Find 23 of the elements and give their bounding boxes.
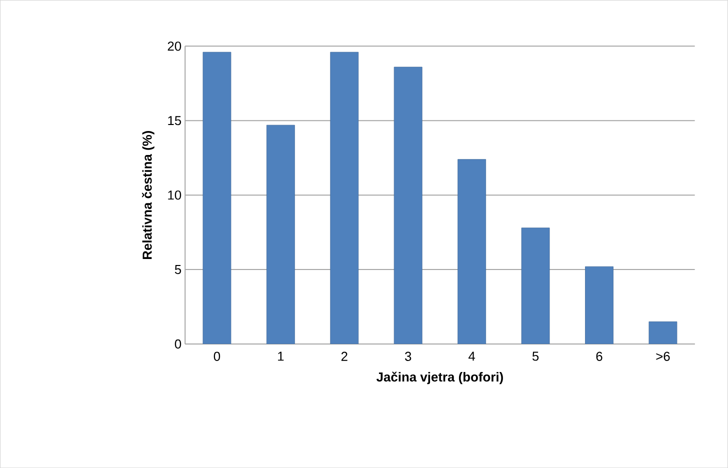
- y-axis-title: Relativna čestina (%): [142, 130, 154, 259]
- x-tick-label: 2: [341, 352, 348, 361]
- y-tick-label: 10: [168, 190, 182, 200]
- x-tick-label: 0: [214, 352, 220, 361]
- x-tick-label: >6: [656, 352, 670, 361]
- x-tick-label: 4: [468, 352, 476, 361]
- bar: [202, 52, 232, 344]
- y-tick-label: 5: [174, 264, 182, 274]
- x-tick-label: 1: [278, 352, 284, 361]
- bar: [521, 228, 550, 344]
- bar: [394, 66, 422, 344]
- bar: [330, 52, 359, 344]
- x-tick-label: 6: [596, 352, 602, 361]
- bar: [266, 124, 295, 344]
- bar: [585, 266, 614, 344]
- y-tick-label: 20: [168, 42, 182, 51]
- y-tick-label: 0: [174, 339, 182, 349]
- x-tick-label: 5: [532, 352, 539, 361]
- bar: [458, 159, 486, 344]
- x-tick-label: 3: [405, 352, 412, 361]
- y-tick-label: 15: [168, 116, 182, 126]
- x-axis-title: Jačina vjetra (bofori): [376, 372, 503, 384]
- bar: [648, 321, 678, 344]
